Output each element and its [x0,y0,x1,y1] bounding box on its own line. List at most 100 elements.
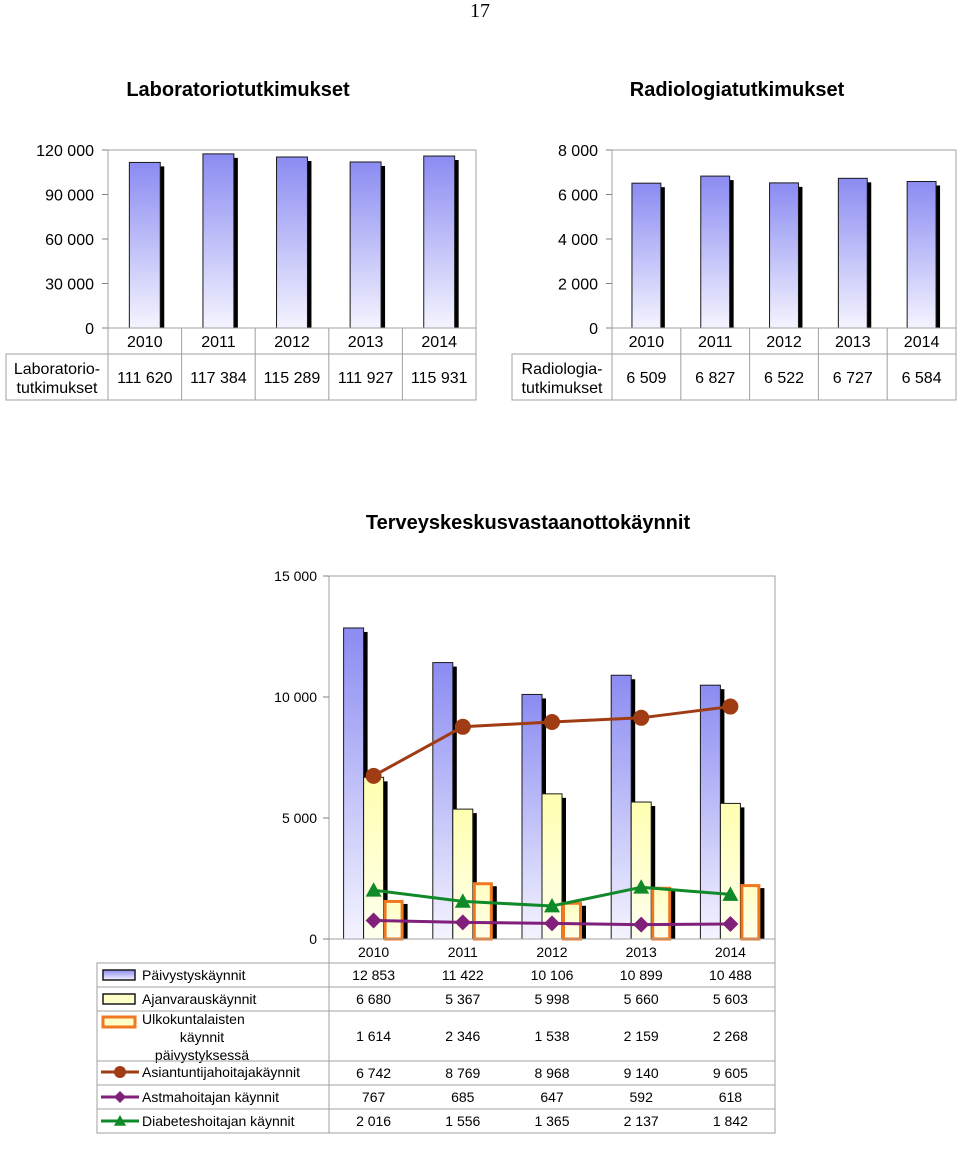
legend-label: Asiantuntijahoitajakäynnit [142,1064,300,1080]
series-marker [365,882,382,897]
data-value-label: 9 605 [713,1065,748,1081]
legend-label: Ajanvarauskäynnit [142,991,257,1007]
data-value-label: 12 853 [352,967,395,983]
bar [837,177,868,329]
legend-marker [114,1066,126,1078]
legend-swatch [102,969,136,981]
legend-marker [114,1091,126,1103]
data-value-label: 1 365 [534,1113,569,1129]
series-marker [633,709,650,726]
data-value-label: 111 620 [117,370,173,387]
bar [521,693,543,940]
data-value-label: 647 [540,1089,564,1105]
x-category-label: 2014 [421,334,457,351]
data-value-label: 11 422 [442,967,484,983]
chart-title: Terveyskeskusvastaanottokäynnit [366,512,691,534]
y-tick-label: 0 [309,931,317,947]
data-value-label: 6 742 [356,1065,391,1081]
series-label: Laboratorio-tutkimukset [14,361,100,397]
data-value-label: 2 268 [713,1028,748,1044]
x-category-label: 2010 [629,334,665,351]
data-value-label: 8 769 [445,1065,480,1081]
bar [651,886,672,941]
series-marker [454,893,471,908]
table-body [5,353,477,401]
y-tick-label: 60 000 [45,232,94,249]
bar [700,175,731,329]
bar [349,161,382,329]
table-body [511,353,957,401]
y-tick-label: 6 000 [558,188,598,205]
legend-label: Diabeteshoitajan käynnit [142,1113,295,1129]
bar [562,901,582,941]
series-marker [365,912,382,929]
data-value-label: 5 367 [445,991,480,1007]
series-marker [544,897,560,913]
radiology-chart: Radiologiatutkimukset 0 2 000 4 000 6 000 8 0… [511,79,957,401]
bar [472,882,493,941]
data-value-label: 6 509 [626,370,666,387]
x-category-label: 2010 [127,334,163,351]
data-value-label: 9 140 [624,1065,659,1081]
y-tick-label: 10 000 [274,689,317,705]
legend-label: Astmahoitajan käynnit [142,1089,279,1105]
series-marker [365,767,382,784]
data-value-label: 6 522 [764,370,804,387]
table-row [96,1108,776,1134]
data-value-label: 2 346 [445,1028,480,1044]
x-category-label: 2014 [715,944,746,960]
x-category-label: 2011 [698,334,733,351]
data-value-label: 6 584 [902,370,942,387]
series-marker [454,718,471,735]
bar [128,161,161,329]
data-value-label: 5 603 [713,991,748,1007]
y-tick-label: 0 [85,321,94,338]
x-category-label: 2012 [766,334,802,351]
data-value-label: 1 614 [356,1028,391,1044]
data-value-label: 10 488 [709,967,752,983]
legend-label-line: käynnit [180,1029,224,1045]
bar [631,182,662,329]
x-category-label: 2013 [835,334,871,351]
data-value-label: 115 289 [264,370,321,387]
series-marker [454,914,471,931]
x-category-label: 2013 [626,944,657,960]
y-tick-label: 8 000 [558,143,598,160]
series-marker [722,916,739,933]
data-value-label: 6 680 [356,991,391,1007]
series-marker [722,886,739,901]
data-value-label: 2 016 [356,1113,391,1129]
legend-label: Päivystyskäynnit [142,967,246,983]
series-marker [633,879,650,894]
x-category-label: 2012 [274,334,310,351]
bar [276,156,308,329]
bar [769,182,799,329]
series-label: Radiologia-tutkimukset [522,361,603,397]
legend-swatch [102,993,136,1005]
legend-label-line: päivystyksessä [155,1047,249,1063]
x-category-label: 2013 [348,334,384,351]
x-category-label: 2010 [358,944,389,960]
data-value-label: 6 727 [833,370,873,387]
bar [740,884,761,941]
y-tick-label: 15 000 [274,568,317,584]
data-value-label: 5 660 [624,991,659,1007]
data-value-label: 1 842 [713,1113,748,1129]
y-tick-label: 90 000 [45,188,94,205]
data-value-label: 618 [719,1089,743,1105]
y-tick-label: 30 000 [45,277,94,294]
legend-label-line: Ulkokuntalaisten [142,1011,245,1027]
data-value-label: 10 106 [531,967,574,983]
bar [343,627,365,940]
bar [610,674,632,940]
series-marker [633,916,650,933]
data-value-label: 592 [630,1089,654,1105]
data-value-label: 10 899 [620,967,663,983]
data-value-label: 111 927 [338,370,394,387]
legend-marker [114,1115,126,1126]
x-category-label: 2012 [536,944,567,960]
bar [202,153,235,329]
data-value-label: 5 998 [534,991,569,1007]
data-value-label: 6 827 [695,370,735,387]
